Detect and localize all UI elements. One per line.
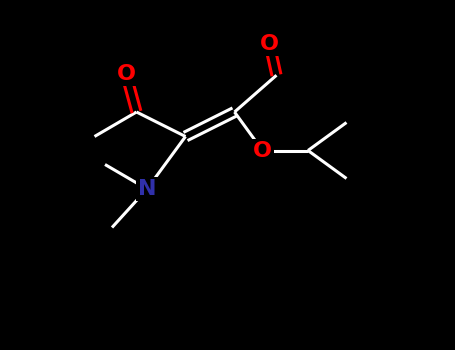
Text: N: N bbox=[138, 179, 156, 199]
Text: O: O bbox=[260, 34, 279, 54]
Text: O: O bbox=[253, 140, 272, 161]
Text: O: O bbox=[116, 63, 136, 84]
